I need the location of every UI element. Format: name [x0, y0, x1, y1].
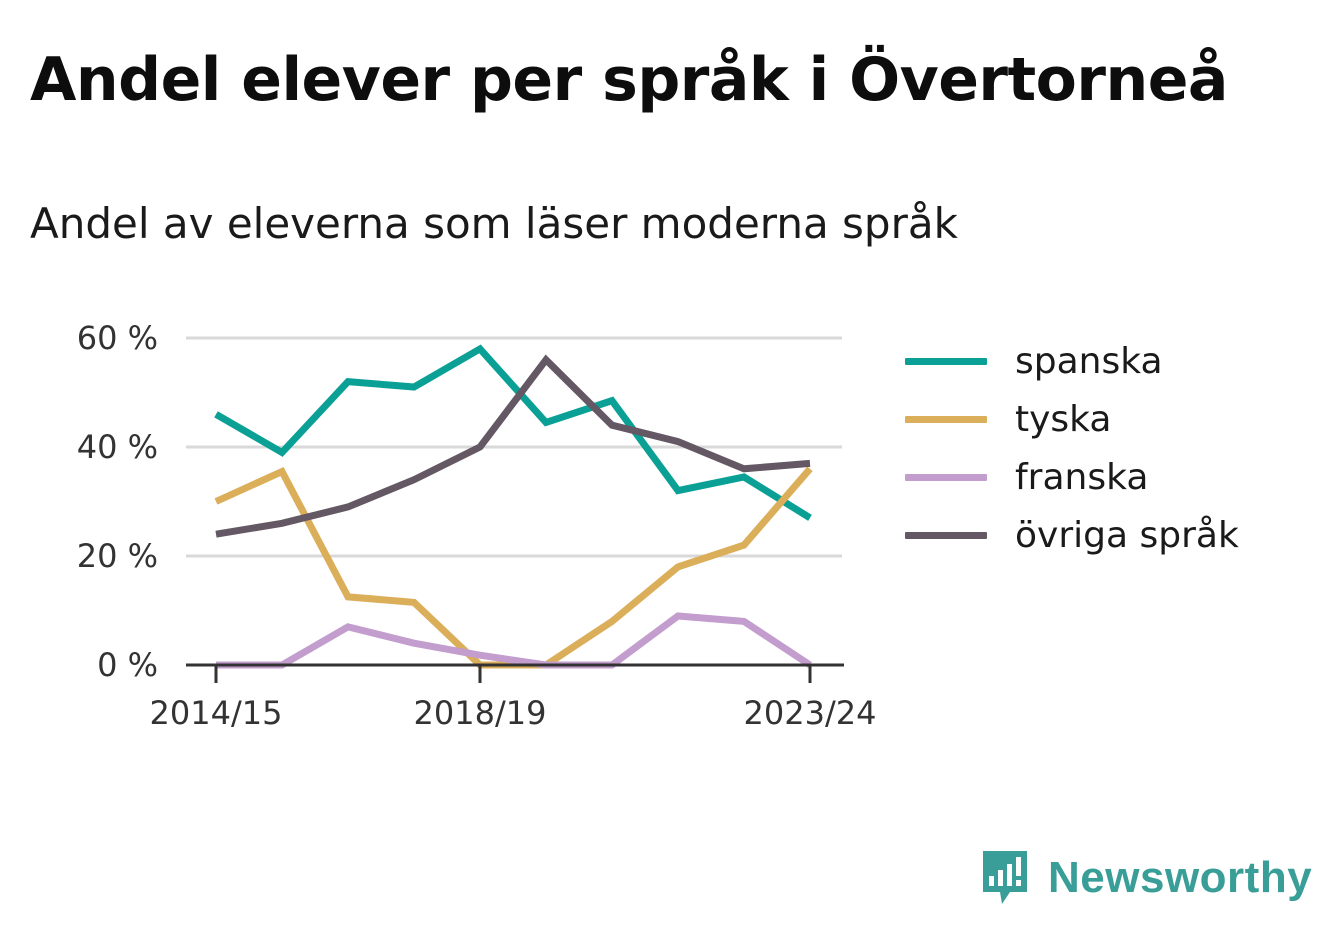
legend-swatch	[905, 531, 987, 539]
series-lines	[214, 344, 813, 669]
y-tick-label: 20 %	[77, 537, 158, 575]
series-line-tyska	[214, 466, 813, 669]
legend-item: tyska	[905, 390, 1239, 448]
legend-item: franska	[905, 448, 1239, 506]
chart-subtitle: Andel av eleverna som läser moderna språ…	[30, 199, 958, 248]
series-line-franska	[216, 612, 812, 669]
legend-label: tyska	[1015, 398, 1112, 440]
legend-item: övriga språk	[905, 506, 1239, 564]
legend-item: spanska	[905, 332, 1239, 390]
line-chart: 0 % 20 % 40 % 60 % 2014/15 2018/19 2023/24	[77, 319, 877, 732]
legend-swatch	[905, 415, 987, 423]
legend-swatch	[905, 357, 987, 365]
legend-label: franska	[1015, 456, 1149, 498]
brand-name: Newsworthy	[1048, 853, 1313, 902]
chart-title: Andel elever per språk i Övertorneå	[30, 45, 1228, 115]
x-axis: 2014/15 2018/19 2023/24	[150, 663, 877, 732]
gridlines	[186, 336, 842, 558]
newsworthy-logo: Newsworthy	[980, 848, 1312, 908]
legend-label: spanska	[1015, 340, 1163, 382]
x-tick-label: 2014/15	[150, 694, 283, 732]
series-line-spanska	[214, 344, 812, 521]
series-line-övriga-språk	[215, 354, 811, 538]
x-tick-label: 2018/19	[414, 694, 547, 732]
x-tick-label: 2023/24	[744, 694, 877, 732]
legend: spanska tyska franska övriga språk	[905, 332, 1239, 564]
y-tick-label: 40 %	[77, 428, 158, 466]
legend-swatch	[905, 473, 987, 481]
y-tick-label: 0 %	[97, 646, 158, 684]
y-tick-label: 60 %	[77, 319, 158, 357]
y-axis-ticks: 0 % 20 % 40 % 60 %	[77, 319, 158, 684]
legend-label: övriga språk	[1015, 514, 1239, 556]
chart-bubble-icon	[983, 851, 1027, 904]
